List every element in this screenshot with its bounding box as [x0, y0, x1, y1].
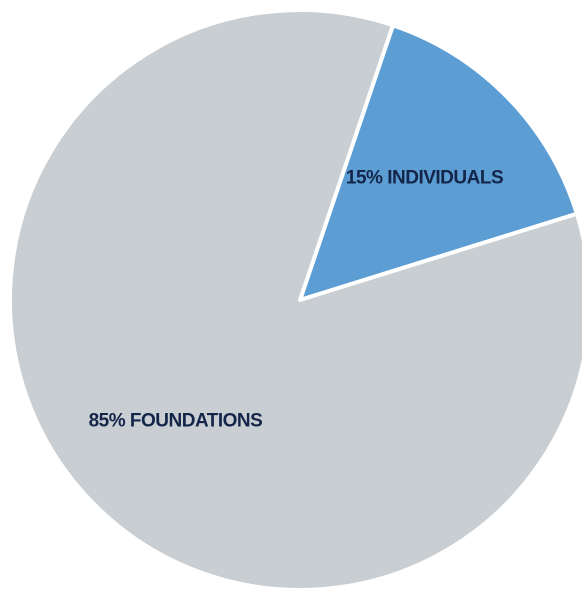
- category-label: FOUNDATIONS: [130, 411, 262, 432]
- value-label: 85%: [89, 411, 126, 432]
- pie-slice: [298, 23, 579, 302]
- pie-slice: [8, 8, 582, 590]
- value-label: 15%: [346, 167, 383, 188]
- category-label: INDIVIDUALS: [387, 167, 503, 188]
- slice-label: 85% FOUNDATIONS: [89, 411, 263, 432]
- slice-label: 15% INDIVIDUALS: [346, 167, 503, 188]
